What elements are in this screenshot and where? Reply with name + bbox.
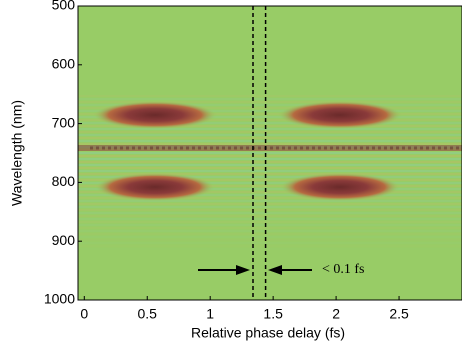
arrow-head [236,265,250,275]
arrows [198,265,312,275]
heatmap-blob [278,101,402,129]
annotation: < 0.1 fs [322,262,365,277]
x-tick-label: 0 [80,306,88,322]
x-tick-label: 1.5 [263,306,283,322]
y-tick-label: 600 [52,56,76,72]
heatmap-blob [280,173,400,201]
x-tick-label: 2 [332,306,340,322]
heatmap-blob [93,101,217,129]
x-tick-label: 1 [206,306,214,322]
y-tick-label: 700 [52,114,76,130]
y-tick-label: 500 [52,0,76,13]
arrow-head [268,265,282,275]
axes: 0 0.5 1 1.5 2 2.5 500 600 700 800 900 1000 [44,0,462,322]
plot-frame [77,5,462,301]
heatmap-blob [95,173,215,201]
x-axis-label: Relative phase delay (fs) [191,325,345,341]
y-tick-label: 800 [52,173,76,189]
x-tick-label: 0.5 [138,306,158,322]
plot-area [78,6,462,300]
y-tick-label: 900 [52,232,76,248]
x-tick-label: 2.5 [389,306,409,322]
y-tick-label: 1000 [44,291,75,307]
y-axis-label: Wavelength (nm) [9,100,25,206]
